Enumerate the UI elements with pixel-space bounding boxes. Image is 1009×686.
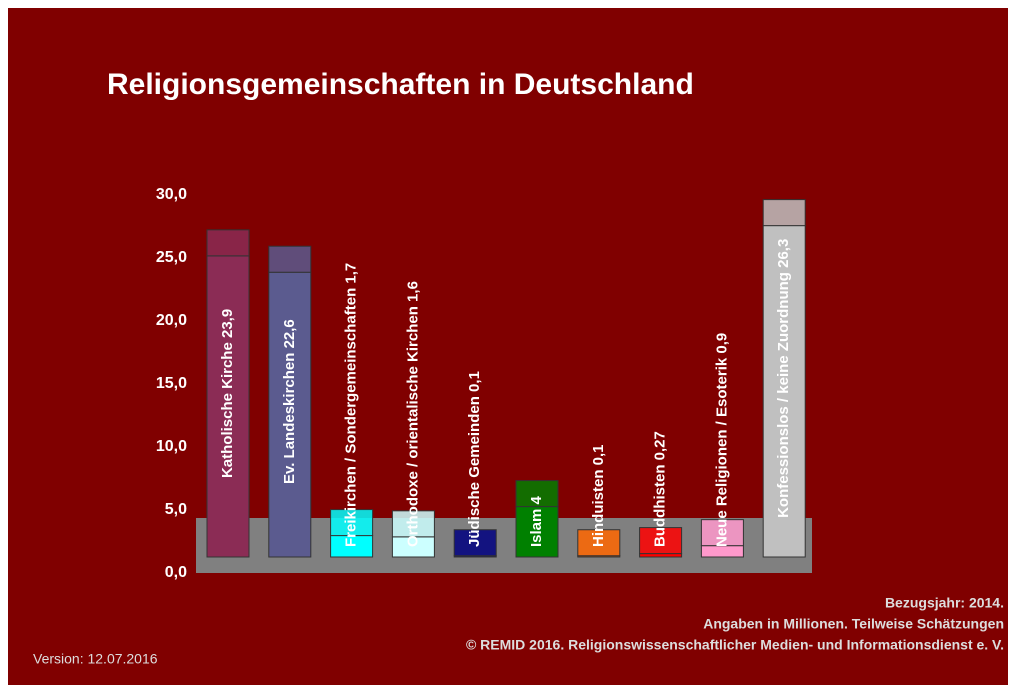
bar-top xyxy=(639,527,683,555)
category-label: Hinduisten xyxy=(590,470,607,548)
bar-top xyxy=(700,519,744,547)
bar-label: Ev. Landeskirchen 22,6 xyxy=(281,319,298,484)
bar xyxy=(639,553,683,558)
value-label: 22,6 xyxy=(281,319,298,348)
y-tick-label: 30,0 xyxy=(156,186,187,203)
category-label: Islam xyxy=(528,509,545,547)
bar-label: Buddhisten 0,27 xyxy=(652,431,669,547)
value-label: 0,1 xyxy=(590,444,607,465)
bar-top xyxy=(515,480,559,508)
value-label: 0,9 xyxy=(713,333,730,354)
bar-top xyxy=(453,529,497,557)
y-tick-label: 10,0 xyxy=(156,438,187,455)
bar-label: Islam 4 xyxy=(528,495,545,547)
value-label: 0,1 xyxy=(466,371,483,392)
bar-label: Konfessionslos / keine Zuordnung 26,3 xyxy=(775,239,792,518)
value-label: 23,9 xyxy=(219,309,236,338)
bar-top xyxy=(762,199,806,227)
value-label: 4 xyxy=(528,495,545,504)
category-label: Jüdische Gemeinden xyxy=(466,396,483,547)
value-label: 1,6 xyxy=(404,281,421,302)
bar-label: Freikirchen / Sondergemeinschaften 1,7 xyxy=(343,263,360,547)
bar-top xyxy=(577,529,621,557)
y-tick-label: 25,0 xyxy=(156,249,187,266)
bar xyxy=(268,271,312,558)
version: Version: 12.07.2016 xyxy=(33,651,158,667)
bar-label: Orthodoxe / orientalische Kirchen 1,6 xyxy=(404,281,421,547)
note: Bezugsjahr: 2014. xyxy=(885,595,1004,611)
bar-label: Jüdische Gemeinden 0,1 xyxy=(466,371,483,547)
category-label: Orthodoxe / orientalische Kirchen xyxy=(404,306,421,547)
bar-label: Neue Religionen / Esoterik 0,9 xyxy=(713,333,730,547)
category-label: Buddhisten xyxy=(652,465,669,548)
value-label: 0,27 xyxy=(652,431,669,460)
y-tick-label: 15,0 xyxy=(156,375,187,392)
note: © REMID 2016. Religionswissenschaftliche… xyxy=(466,637,1004,653)
value-label: 1,7 xyxy=(343,263,360,284)
chart-title: Religionsgemeinschaften in Deutschland xyxy=(107,68,694,101)
bar-top xyxy=(206,229,250,257)
bar-label: Hinduisten 0,1 xyxy=(590,444,607,547)
category-label: Ev. Landeskirchen xyxy=(281,353,298,484)
slide-background xyxy=(8,8,1008,685)
category-label: Konfessionslos / keine Zuordnung xyxy=(775,272,792,518)
category-label: Katholische Kirche xyxy=(219,342,236,478)
category-label: Neue Religionen / Esoterik xyxy=(713,357,730,547)
y-tick-label: 5,0 xyxy=(165,501,187,518)
y-tick-label: 0,0 xyxy=(165,564,187,581)
bar-top xyxy=(268,245,312,273)
note: Angaben in Millionen. Teilweise Schätzun… xyxy=(703,616,1004,632)
bar xyxy=(515,506,559,558)
bar-label: Katholische Kirche 23,9 xyxy=(219,309,236,478)
bar-top xyxy=(330,509,374,537)
value-label: 26,3 xyxy=(775,239,792,268)
y-tick-label: 20,0 xyxy=(156,312,187,329)
category-label: Freikirchen / Sondergemeinschaften xyxy=(343,288,360,547)
bar-top xyxy=(391,510,435,538)
bar xyxy=(206,255,250,558)
